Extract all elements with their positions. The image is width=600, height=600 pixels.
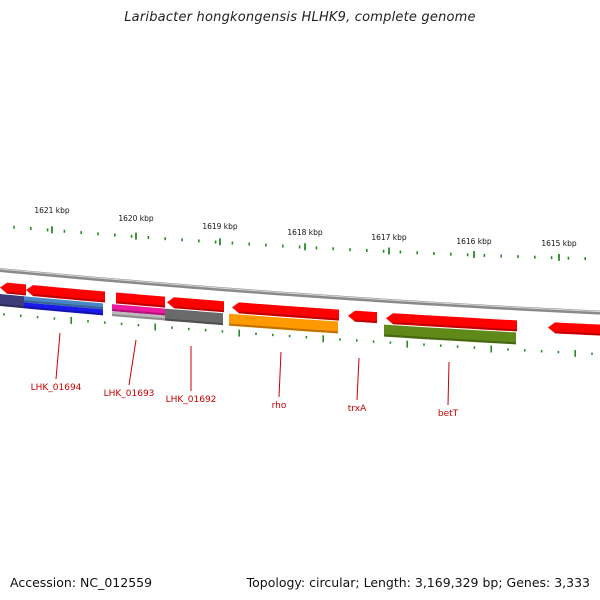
gene-LHK_01692-body [165,308,223,326]
kbp-label: 1620 kbp [118,214,154,223]
gene-LHK_01694-top [23,296,104,310]
forward-gene-arrow [0,282,27,296]
forward-gene-arrow [548,322,600,336]
forward-gene-arrow-shade [6,291,27,296]
forward-gene-arrow-body [116,292,165,308]
genome-backbone-highlight [0,268,600,313]
forward-gene-arrow-shade [554,331,600,336]
forward-gene-arrow-shade [173,306,225,313]
gene-block-dark [0,294,25,309]
gene-LHK_01693 [111,304,166,316]
forward-gene-arrow-body [0,282,26,296]
kbp-label: 1616 kbp [456,237,492,246]
forward-gene-arrow [348,310,378,324]
gene-LHK_01694 [23,302,104,316]
gene-label-betT: betT [438,409,459,419]
gene-leader-line [447,361,450,406]
feature-layer [0,282,600,345]
forward-gene-arrow-body [167,297,224,313]
forward-gene-arrow [386,313,518,332]
gene-LHK_01692-shade [164,318,224,325]
gene-rho-body [229,313,338,334]
kbp-label: 1615 kbp [541,239,577,248]
forward-gene-arrow-shade [354,319,378,323]
forward-gene-arrow-shade [32,293,106,303]
forward-gene-arrow [115,292,166,308]
forward-gene-arrow-body [348,310,377,324]
forward-gene-arrow-body [232,302,339,321]
gene-LHK_01693-lower-body [112,311,165,321]
forward-gene-arrow-shade [238,311,340,321]
forward-gene-arrow [167,297,225,313]
gene-LHK_01694-body [24,302,103,316]
gene-leader-line [356,357,360,401]
gene-block-dark-body [0,294,24,309]
forward-gene-arrow [26,285,106,303]
gene-LHK_01694-top-shade [23,300,104,310]
gene-rho [228,313,339,334]
kbp-label: 1621 kbp [34,206,70,215]
gene-LHK_01694-shade [23,306,104,316]
forward-gene-arrow [232,302,340,321]
accession-text: Accession: NC_012559 [10,575,153,590]
gene-leader-line [55,332,61,380]
gene-betT-shade [383,334,517,345]
gene-LHK_01693-body [112,304,165,316]
gene-label-rho: rho [272,401,287,411]
kbp-label: 1619 kbp [202,222,238,231]
backbone-layer [0,268,600,315]
gene-block-dark-shade [0,303,25,309]
genome-backbone [0,268,600,315]
forward-gene-arrow-shade [392,322,518,332]
kbp-label: 1617 kbp [371,233,407,242]
gene-LHK_01693-lower-shade [111,313,166,321]
gene-betT-body [384,324,516,345]
gene-leader-line [278,351,282,398]
forward-gene-arrow-body [386,313,517,332]
gene-label-LHK_01692: LHK_01692 [166,395,217,405]
genome-summary-text: Topology: circular; Length: 3,169,329 bp… [246,575,590,590]
gene-label-LHK_01693: LHK_01693 [104,389,155,399]
gene-rho-shade [228,323,339,334]
map-title: Laribacter hongkongensis HLHK9, complete… [124,10,476,25]
gene-LHK_01694-top-body [24,296,103,310]
gene-LHK_01693-shade [111,308,166,316]
gene-label-LHK_01694: LHK_01694 [31,383,82,393]
forward-gene-arrow-body [26,285,105,303]
kbp-label: 1618 kbp [287,228,323,237]
forward-gene-arrow-body [548,322,600,336]
gene-LHK_01692 [164,308,224,326]
gene-betT [383,324,517,345]
gene-leader-line [128,339,137,386]
gene-LHK_01693-lower [111,311,166,321]
gene-label-trxA: trxA [348,404,367,414]
forward-gene-arrow-shade [115,301,166,308]
tick-layer: 1621 kbp 1620 kbp 1619 kbp 1618 kbp 1617 kbp… [3,206,593,357]
